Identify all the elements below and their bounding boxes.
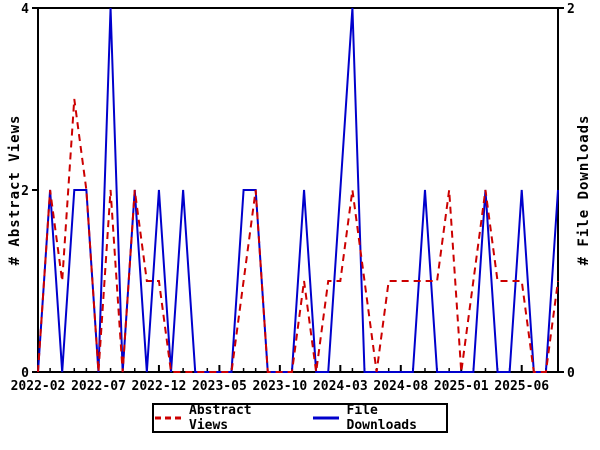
legend-label-abstract-views: Abstract Views xyxy=(189,403,252,433)
x-tick-label: 2022-02 xyxy=(11,379,66,394)
y-tick-label-right: 0 xyxy=(567,366,575,381)
chart-legend: Abstract Views File Downloads xyxy=(152,403,448,433)
x-tick-label: 2022-07 xyxy=(71,379,126,394)
legend-item-abstract-views: Abstract Views xyxy=(154,403,289,433)
abstract-views-line xyxy=(37,98,559,373)
x-axis-labels: 2022-02 2022-07 2022-12 2023-05 2023-10 2024-… xyxy=(11,379,550,394)
abstract-views-line-sample-icon xyxy=(154,416,182,420)
x-axis-ticks xyxy=(37,365,559,372)
x-tick-label: 2022-12 xyxy=(132,379,187,394)
x-tick-label: 2024-08 xyxy=(373,379,428,394)
legend-label-file-downloads: File Downloads xyxy=(346,403,417,433)
x-tick-label: 2025-06 xyxy=(494,379,549,394)
x-tick-label: 2025-01 xyxy=(434,379,489,394)
file-downloads-line-sample-icon xyxy=(312,416,340,420)
y-tick-label-right: 2 xyxy=(567,2,575,17)
y-tick-label-left: 0 xyxy=(21,366,29,381)
y-axis-title-left: # Abstract Views xyxy=(7,114,23,266)
y-axis-right: 02 xyxy=(558,2,575,381)
y-tick-label-left: 4 xyxy=(21,2,29,17)
x-tick-label: 2023-05 xyxy=(192,379,247,394)
x-tick-label: 2023-10 xyxy=(252,379,307,394)
y-axis-title-right: # File Downloads xyxy=(576,114,592,266)
y-axis-left: 0 2 4 xyxy=(21,2,38,381)
x-tick-label: 2024-03 xyxy=(313,379,368,394)
legend-item-file-downloads: File Downloads xyxy=(312,403,447,433)
y-tick-label-left: 2 xyxy=(21,184,29,199)
file-downloads-line xyxy=(37,7,559,373)
